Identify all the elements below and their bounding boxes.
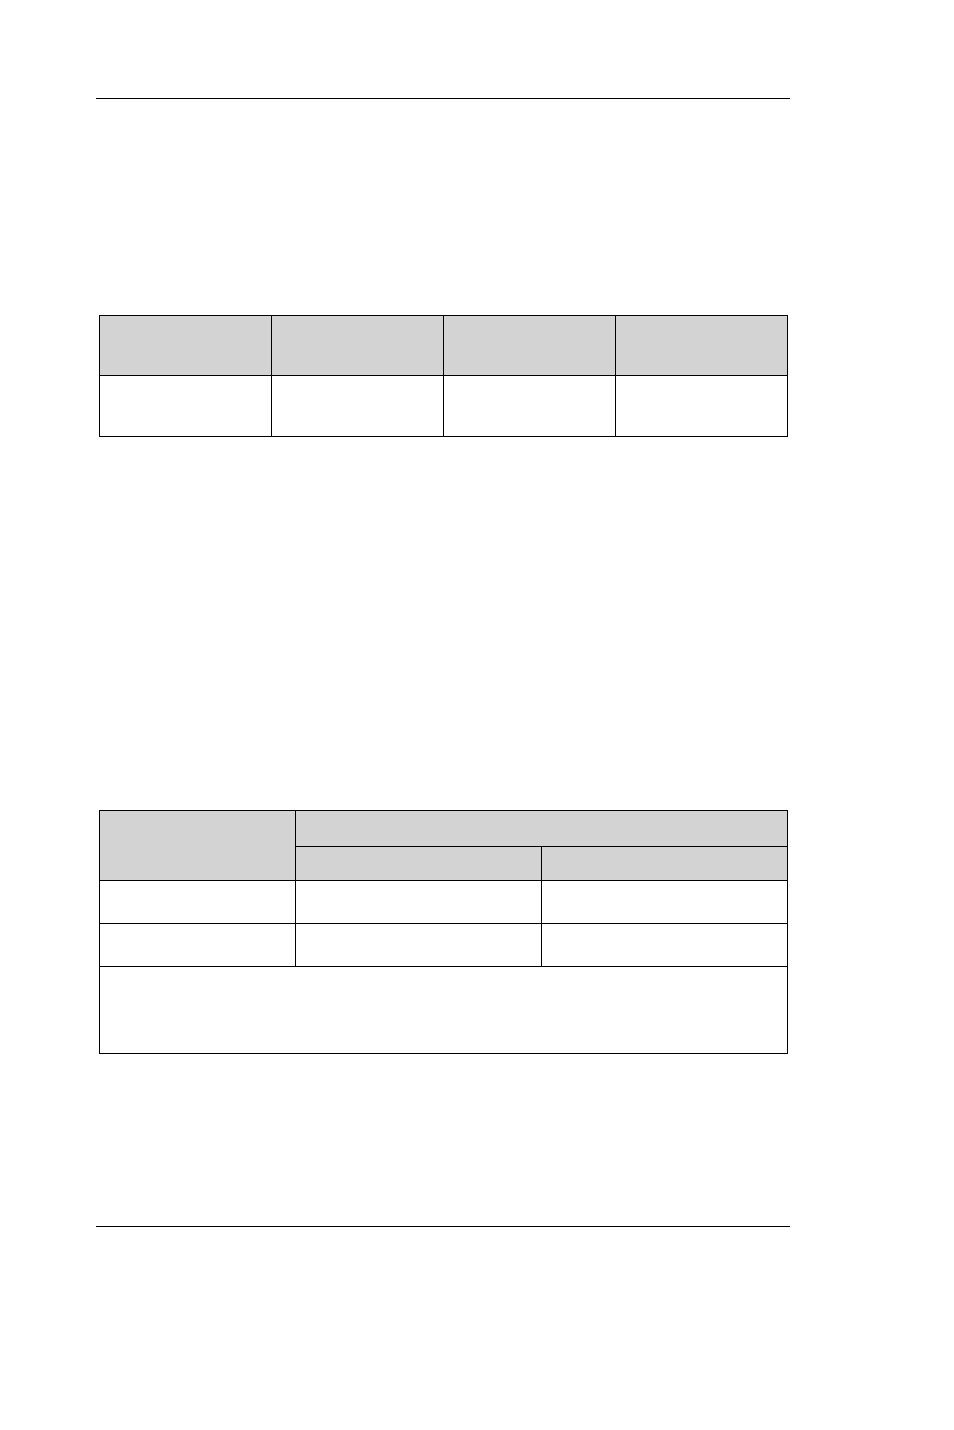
table-2-cell — [296, 924, 542, 967]
table-2-subheader-2 — [542, 847, 788, 881]
table-2-cell — [100, 881, 296, 924]
footer-rule — [96, 1226, 790, 1227]
table-2-note-row — [100, 967, 788, 1054]
table-1-col-4-header — [616, 316, 788, 376]
table-row — [100, 924, 788, 967]
table-2-cell — [542, 881, 788, 924]
table-2-header-row-1 — [100, 811, 788, 847]
table-1-col-2-header — [272, 316, 444, 376]
table-1-cell — [616, 376, 788, 437]
table-2-cell — [542, 924, 788, 967]
table-2-subheader-1 — [296, 847, 542, 881]
table-2-rowheader — [100, 811, 296, 881]
table-1-header-row — [100, 316, 788, 376]
table-row — [100, 881, 788, 924]
table-2 — [99, 810, 788, 1054]
table-2-cell — [100, 924, 296, 967]
table-1-col-3-header — [444, 316, 616, 376]
table-2-group-header — [296, 811, 788, 847]
table-1-col-1-header — [100, 316, 272, 376]
table-2-cell — [296, 881, 542, 924]
table-1-cell — [272, 376, 444, 437]
table-row — [100, 376, 788, 437]
table-1-cell — [100, 376, 272, 437]
table-1 — [99, 315, 788, 437]
table-2-note-cell — [100, 967, 788, 1054]
table-1-cell — [444, 376, 616, 437]
page — [0, 0, 954, 1430]
header-rule — [96, 98, 790, 99]
